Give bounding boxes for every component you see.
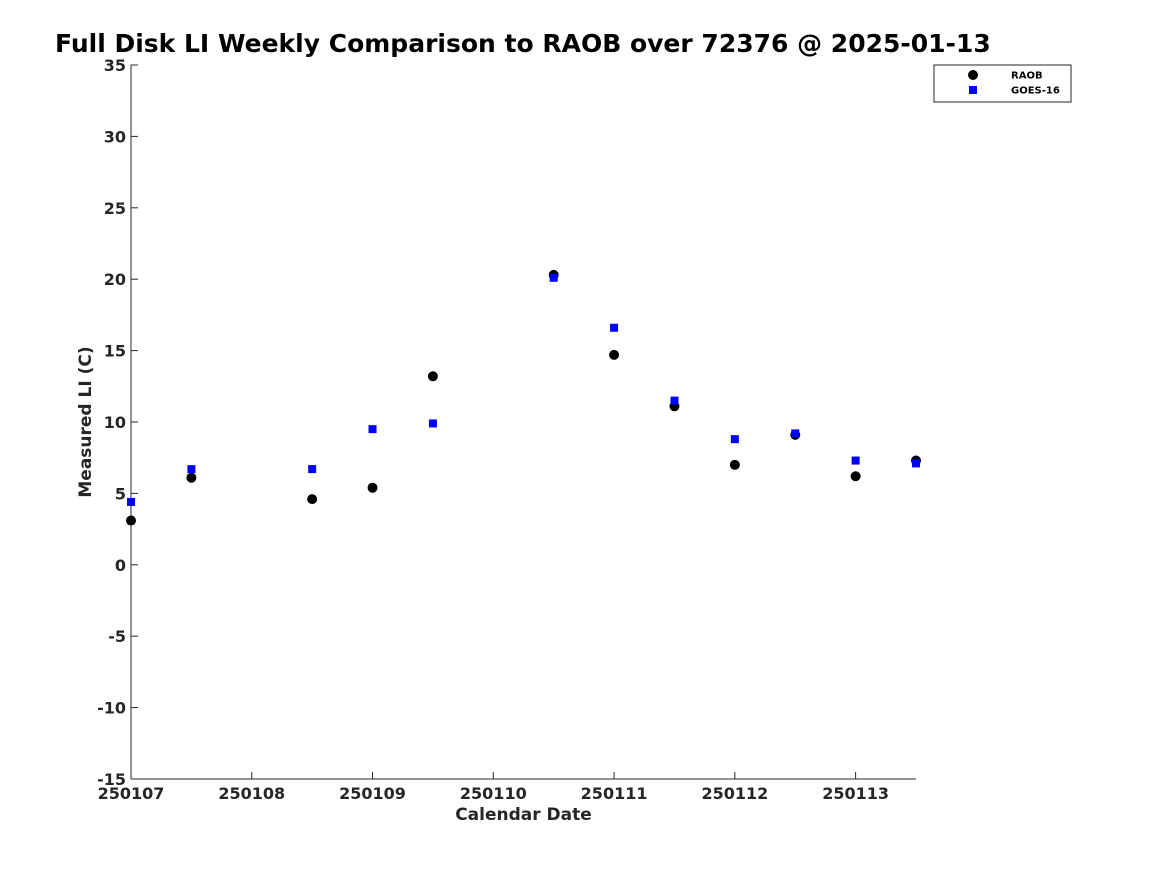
x-tick-label: 250113 [822,784,889,803]
legend-entry-goes-16: GOES-16 [969,86,1060,97]
goes-16-point [791,429,800,438]
goes-16-point [308,465,317,474]
legend-entries: RAOB GOES-16 [968,70,1060,97]
y-tick-label: 20 [104,270,126,289]
y-tick-label: 5 [115,484,126,503]
y-tick-label: 35 [104,56,126,75]
goes-16-point [670,396,679,405]
raob-point [609,349,620,360]
legend-marker-raob [968,70,978,80]
x-tick-label: 250107 [98,784,165,803]
y-tick-label: 0 [115,556,126,575]
raob-point [729,459,740,470]
legend-label-goes-16: GOES-16 [1011,86,1060,97]
data-series-layer [126,269,921,526]
x-axis-ticks: 250107 250108 250109 250110 250111 250112 2501… [98,772,889,803]
legend-marker-goes-16 [969,86,977,94]
y-tick-label: 30 [104,127,126,146]
raob-point [126,515,136,526]
goes-16-point [912,459,920,468]
series-goes-16 [127,273,920,506]
y-axis-ticks: 35 30 25 20 15 10 5 0 -5 -10 -15 [97,56,138,789]
raob-point [850,471,861,482]
goes-16-point [368,425,377,434]
goes-16-point [610,323,619,332]
raob-point [307,494,318,505]
goes-16-point [851,456,860,465]
legend-label-raob: RAOB [1011,71,1043,82]
goes-16-point [549,273,558,282]
x-tick-label: 250110 [460,784,527,803]
series-raob [126,269,921,526]
y-tick-label: -5 [108,627,126,646]
x-tick-label: 250111 [581,784,648,803]
x-tick-label: 250112 [701,784,768,803]
y-tick-label: 15 [104,342,126,361]
legend-box [933,64,1072,103]
x-tick-label: 250109 [339,784,406,803]
goes-16-point [428,419,437,428]
raob-point [186,472,197,483]
x-tick-label: 250108 [218,784,285,803]
goes-16-point [730,435,739,444]
x-axis-label: Calendar Date [455,805,592,825]
goes-16-point [127,497,135,506]
y-tick-label: 25 [104,199,126,218]
raob-point [367,482,378,493]
chart-legend: RAOB GOES-16 [933,64,1072,103]
goes-16-point [187,465,196,474]
legend-entry-raob: RAOB [968,70,1043,82]
y-tick-label: 10 [104,413,126,432]
y-tick-label: -15 [97,770,126,789]
chart-title: Full Disk LI Weekly Comparison to RAOB o… [55,29,991,58]
y-tick-label: -10 [97,699,126,718]
raob-point [427,371,438,382]
y-axis-label: Measured LI (C) [76,346,96,497]
